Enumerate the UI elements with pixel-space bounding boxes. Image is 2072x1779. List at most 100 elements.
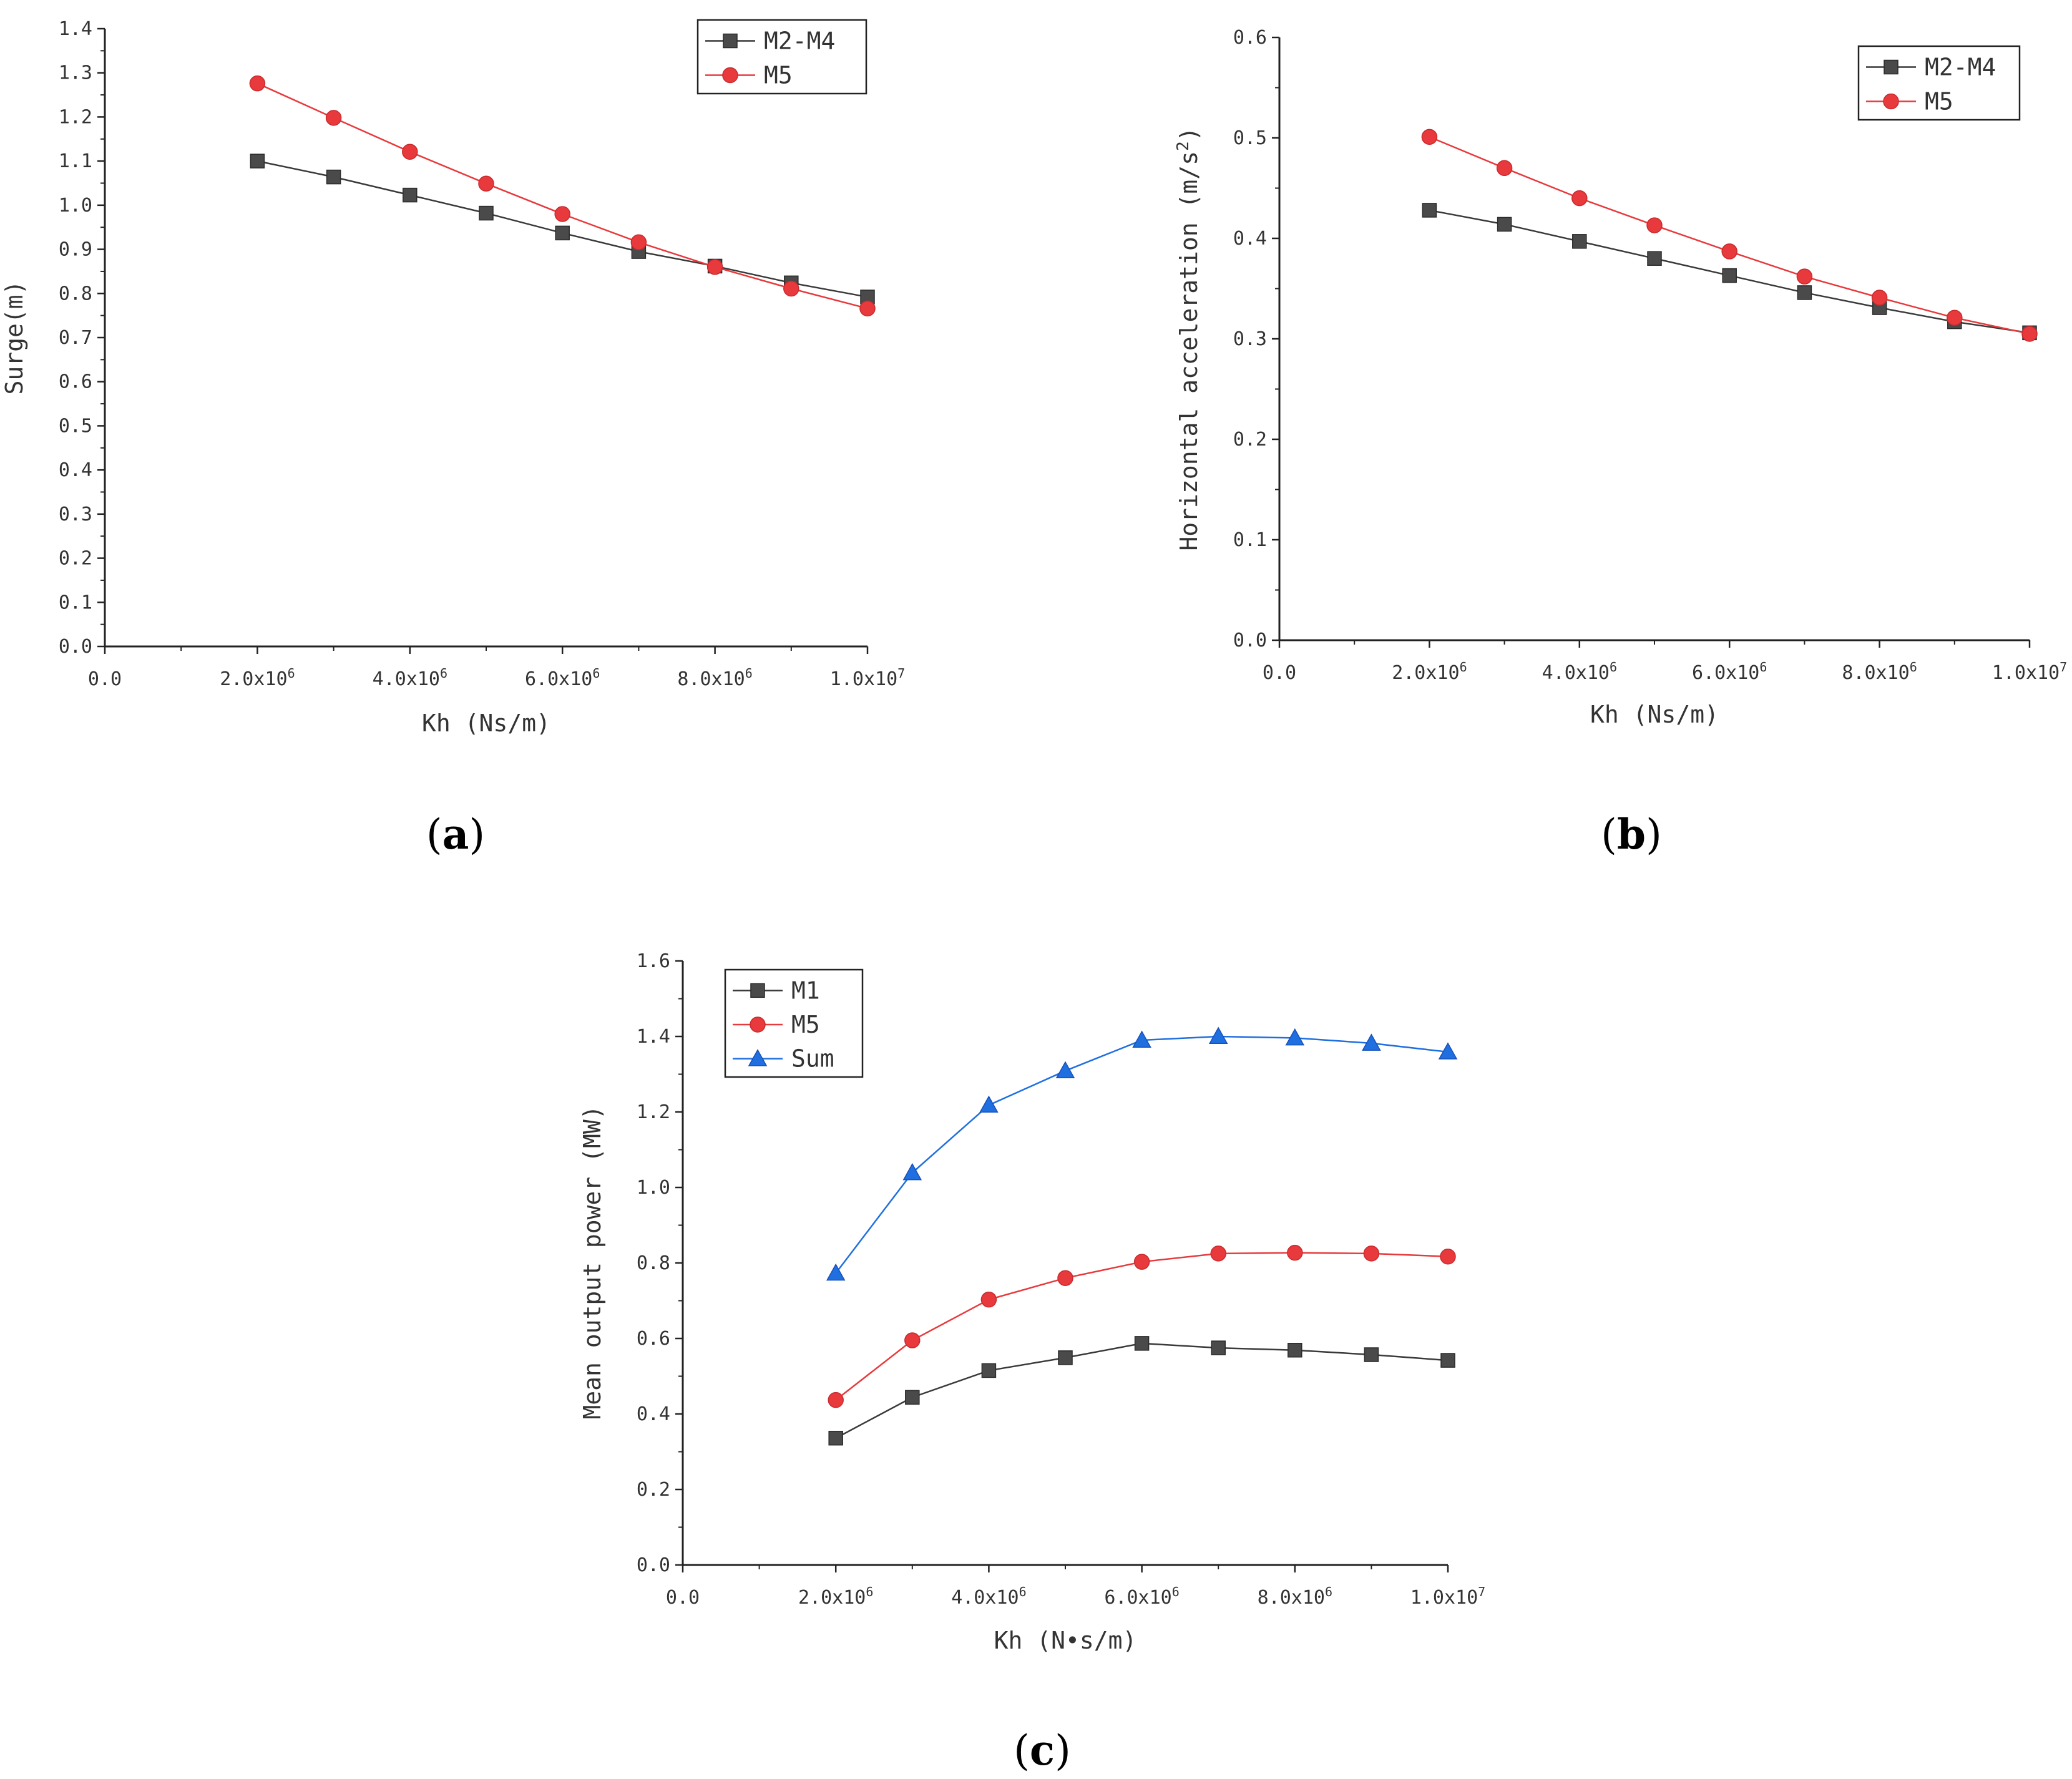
y-tick-label: 1.1 [59,150,92,172]
series-m5 [249,75,876,317]
y-tick-label: 0.4 [59,459,92,481]
y-tick-label: 0.3 [1233,328,1267,350]
data-point [1421,129,1438,145]
x-tick-label: 8.0x106 [677,666,752,690]
legend-marker [723,33,738,49]
legend-marker [722,67,738,84]
data-point [1288,1343,1302,1358]
x-tick-label: 6.0x106 [1104,1584,1179,1609]
data-point [1440,1353,1455,1368]
x-tick-label: 0.0 [666,1587,700,1609]
legend: M2-M4 M5 [1857,45,2021,121]
x-axis-title: Kh (Ns/m) [422,709,550,737]
series-m1 [828,1336,1455,1446]
data-point [902,1162,922,1181]
x-tick-label: 2.0x106 [798,1584,873,1609]
data-point [980,1291,997,1308]
data-point [1133,1254,1150,1270]
data-point [555,225,570,241]
y-tick-label: 0.1 [1233,529,1267,551]
y-tick-label: 0.0 [1233,630,1267,651]
x-axis-title: Kh (Ns/m) [1590,701,1719,728]
data-point [1440,1248,1456,1265]
data-point [2021,326,2038,342]
panel-label: (c) [1014,1726,1071,1775]
data-point [325,110,342,126]
data-point [1132,1030,1151,1048]
y-tick-label: 0.8 [637,1252,670,1274]
data-point [1055,1061,1075,1079]
data-point [1422,203,1437,218]
y-tick-label: 1.2 [637,1101,670,1123]
data-point [1797,285,1812,300]
y-tick-label: 0.2 [637,1479,670,1501]
series-m5 [828,1244,1456,1408]
x-tick-label: 1.0x107 [1992,660,2067,684]
data-point [859,300,876,317]
legend-label: M5 [1925,88,1953,115]
y-tick-label: 0.9 [59,239,92,261]
y-tick-label: 1.0 [637,1177,670,1199]
legend-marker [1883,93,1899,110]
data-point [828,1430,843,1446]
data-point [1572,234,1587,249]
y-tick-label: 0.6 [1233,27,1267,49]
data-point [1721,243,1737,260]
legend-label: M5 [764,62,793,89]
data-point [1438,1042,1458,1060]
data-point [1647,251,1662,266]
chart-a: 0.0 0.1 0.2 0.3 0.4 0.5 0.6 0.7 0.8 0.9 1.0 1.1 1.2 1… [1,18,905,859]
legend-marker [1884,59,1899,75]
data-point [1646,217,1663,233]
chart-c: 0.0 0.2 0.4 0.6 0.8 1.0 1.2 1.4 1.6 0.0 2.0x106 4.0… [579,950,1485,1775]
chart-b: 0.0 0.1 0.2 0.3 0.4 0.5 0.6 0.0 2.0x106 4.0x106 6.… [1174,27,2067,859]
legend-box [1857,45,2021,121]
data-point [1134,1336,1150,1351]
data-point [403,187,418,203]
x-tick-label: 2.0x106 [1392,660,1467,684]
x-tick-label: 4.0x106 [373,666,447,690]
legend-marker [750,1016,766,1033]
y-axis-title: Horizontal acceleration (m/s2) [1174,127,1203,550]
data-point [1497,217,1512,232]
panel-label: (a) [426,810,485,859]
x-tick-label: 4.0x106 [1542,660,1617,684]
legend-marker [748,1049,768,1066]
data-point [1362,1033,1381,1051]
data-point [1947,309,1963,326]
x-tick-label: 2.0x106 [220,666,295,690]
x-axis-title: Kh (N•s/m) [994,1627,1137,1654]
data-point [1285,1028,1305,1046]
y-tick-label: 1.4 [637,1026,670,1048]
data-point [630,234,647,251]
y-tick-label: 0.6 [637,1328,670,1350]
data-point [1211,1340,1226,1355]
y-tick-label: 0.4 [637,1403,670,1425]
data-point [1496,160,1513,177]
series-sum [826,1026,1458,1281]
y-tick-label: 1.0 [59,195,92,217]
data-point [1571,190,1588,207]
y-tick-label: 0.1 [59,592,92,613]
x-tick-label: 0.0 [88,668,122,690]
data-point [1210,1245,1226,1262]
x-tick-label: 8.0x106 [1842,660,1917,684]
legend-label: M2-M4 [764,27,835,55]
x-tick-label: 1.0x107 [830,666,905,690]
x-tick-label: 1.0x107 [1410,1584,1485,1609]
series-line [835,1252,1449,1401]
y-axis-title: Surge(m) [1,280,28,394]
y-tick-label: 0.8 [59,283,92,305]
data-point [904,1332,921,1348]
data-point [828,1392,844,1408]
y-tick-label: 1.6 [637,950,670,972]
data-point [1871,290,1888,306]
y-tick-label: 0.0 [59,636,92,658]
x-tick-label: 4.0x106 [951,1584,1026,1609]
panel-label: (b) [1601,810,1662,859]
data-point [1363,1245,1380,1262]
data-point [479,205,494,221]
data-point [1057,1270,1073,1286]
series-line [257,82,868,309]
y-tick-label: 0.6 [59,371,92,393]
